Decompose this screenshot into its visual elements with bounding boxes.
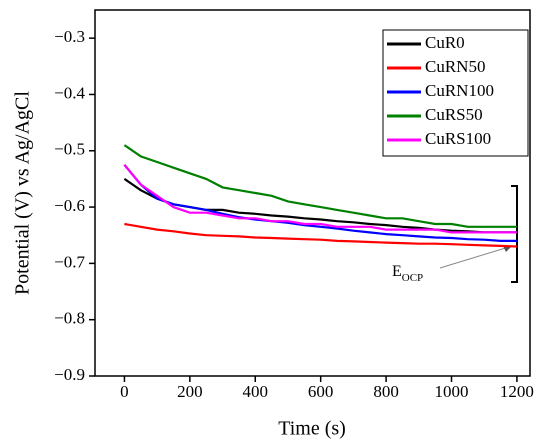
x-tick-label: 200 <box>177 382 203 401</box>
legend-box <box>382 29 529 157</box>
plot-frame <box>94 9 531 377</box>
arrow-head <box>503 246 512 252</box>
legend-label: CuRS100 <box>425 129 491 148</box>
legend-label: CuRN50 <box>425 57 485 76</box>
annotation-arrow <box>439 245 513 269</box>
y-tick-label: −0.3 <box>54 27 85 46</box>
y-tick-label: −0.8 <box>54 309 85 328</box>
y-tick-label: −0.6 <box>54 196 85 215</box>
x-tick-label: 1200 <box>500 382 534 401</box>
series-line <box>124 222 517 248</box>
bracket <box>511 185 518 283</box>
legend-label: CuR0 <box>425 33 465 52</box>
y-tick-label: −0.7 <box>54 252 85 271</box>
annotation: EOCP <box>392 263 423 284</box>
y-tick-label: −0.4 <box>54 83 85 102</box>
x-tick-label: 0 <box>120 382 129 401</box>
ocp-bracket <box>511 185 518 283</box>
annotation-subscript: OCP <box>402 272 423 284</box>
x-axis-label: Time (s) <box>278 418 346 440</box>
legend: CuR0 CuRN50 CuRN100 CuRS50 CuRS100 <box>382 29 529 157</box>
legend-label: CuRN100 <box>425 81 494 100</box>
x-tick-label: 1000 <box>435 382 469 401</box>
series-line <box>123 164 517 234</box>
x-tick-label: 600 <box>308 382 334 401</box>
series-line <box>123 164 517 242</box>
legend-label: CuRS50 <box>425 105 483 124</box>
annotation-main: E <box>392 263 402 280</box>
x-tick-label: 400 <box>243 382 269 401</box>
y-tick-label: −0.9 <box>54 365 85 384</box>
y-tick-label: −0.5 <box>54 140 85 159</box>
y-axis-label: Potential (V) vs Ag/AgCl <box>12 91 34 295</box>
x-tick-label: 800 <box>373 382 399 401</box>
series-line <box>123 144 517 228</box>
